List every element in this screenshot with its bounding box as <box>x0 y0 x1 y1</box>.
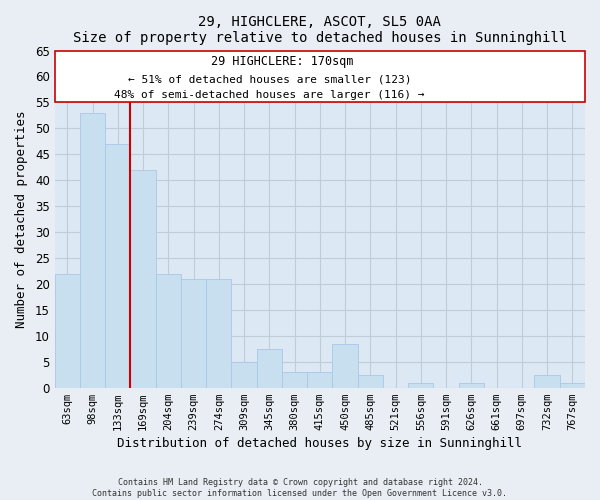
Bar <box>358 374 383 388</box>
X-axis label: Distribution of detached houses by size in Sunninghill: Distribution of detached houses by size … <box>118 437 523 450</box>
Bar <box>130 170 155 388</box>
Text: 48% of semi-detached houses are larger (116) →: 48% of semi-detached houses are larger (… <box>114 90 425 100</box>
Bar <box>282 372 307 388</box>
Bar <box>181 279 206 388</box>
Text: ← 51% of detached houses are smaller (123): ← 51% of detached houses are smaller (12… <box>128 74 411 84</box>
Bar <box>232 362 257 388</box>
Bar <box>535 374 560 388</box>
Bar <box>408 382 433 388</box>
Bar <box>560 382 585 388</box>
Bar <box>206 279 232 388</box>
Bar <box>55 274 80 388</box>
Bar <box>105 144 130 388</box>
Bar <box>155 274 181 388</box>
Y-axis label: Number of detached properties: Number of detached properties <box>15 110 28 328</box>
Bar <box>332 344 358 388</box>
Bar <box>257 349 282 388</box>
Bar <box>459 382 484 388</box>
Bar <box>307 372 332 388</box>
Bar <box>80 113 105 388</box>
Text: 29 HIGHCLERE: 170sqm: 29 HIGHCLERE: 170sqm <box>211 56 353 68</box>
Title: 29, HIGHCLERE, ASCOT, SL5 0AA
Size of property relative to detached houses in Su: 29, HIGHCLERE, ASCOT, SL5 0AA Size of pr… <box>73 15 567 45</box>
FancyBboxPatch shape <box>55 50 585 102</box>
Text: Contains HM Land Registry data © Crown copyright and database right 2024.
Contai: Contains HM Land Registry data © Crown c… <box>92 478 508 498</box>
